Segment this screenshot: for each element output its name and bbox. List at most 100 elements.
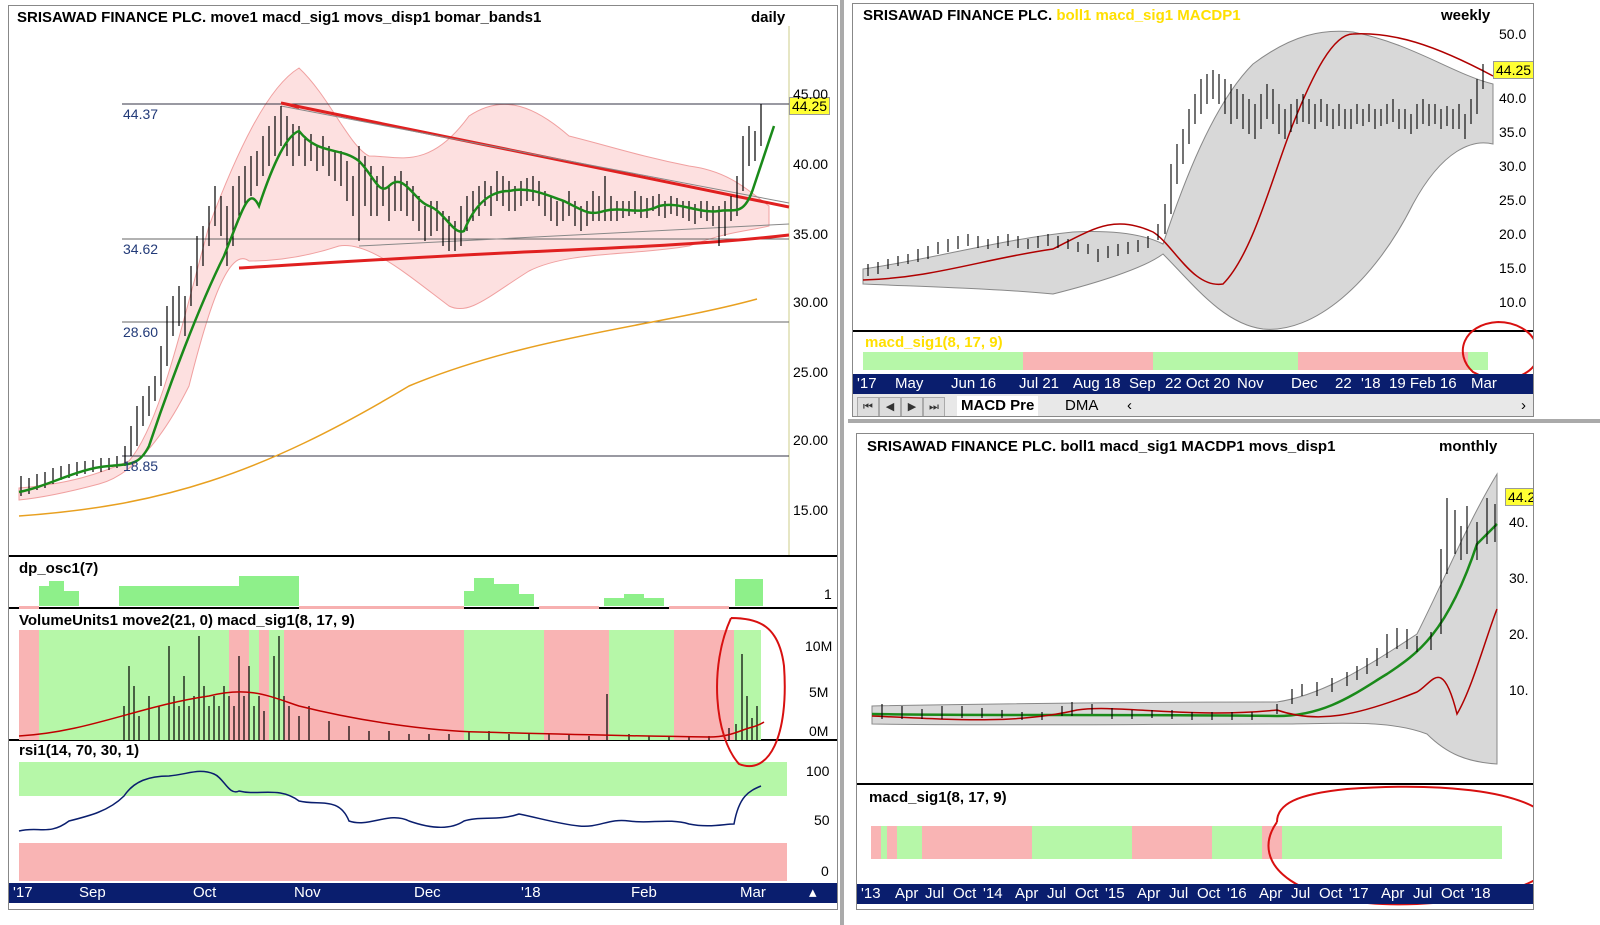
- osc-panel-label: dp_osc1(7): [19, 560, 99, 577]
- weekly-title-prefix: SRISAWAD FINANCE PLC.: [863, 7, 1053, 24]
- panel-divider-horizontal[interactable]: [848, 419, 1600, 423]
- date-label: Aug 18: [1073, 375, 1121, 392]
- date-label: Jul: [1169, 885, 1189, 902]
- date-label: Jul: [1291, 885, 1311, 902]
- daily-timeframe-label: daily: [751, 9, 786, 26]
- level-label: 18.85: [123, 458, 159, 474]
- monthly-date-axis[interactable]: '13 Apr Jul Oct '14 Apr Jul Oct '15 Apr …: [857, 884, 1533, 904]
- date-label: Dec: [1291, 375, 1318, 392]
- monthly-ytick: 40.: [1509, 514, 1529, 530]
- prev-page-icon[interactable]: ◀: [879, 397, 901, 416]
- date-label: May: [895, 375, 924, 392]
- weekly-title-indicators: boll1 macd_sig1 MACDP1: [1056, 7, 1241, 24]
- weekly-ytick: 50.0: [1499, 26, 1527, 42]
- date-label: Mar: [1471, 375, 1497, 392]
- weekly-date-axis[interactable]: '17 May Jun 16 Jul 21 Aug 18 Sep 22 Oct …: [853, 374, 1533, 394]
- monthly-timeframe-label: monthly: [1439, 438, 1498, 455]
- monthly-ytick: 20.: [1509, 626, 1529, 642]
- weekly-ytick: 35.0: [1499, 124, 1527, 140]
- scroll-left-icon[interactable]: ‹: [1127, 397, 1132, 414]
- daily-ytick: 45.00: [793, 86, 829, 102]
- level-label: 34.62: [123, 241, 159, 257]
- volume-panel-label: VolumeUnits1 move2(21, 0) macd_sig1(8, 1…: [19, 612, 355, 629]
- volume-tick: 10M: [805, 638, 833, 654]
- date-label: '13: [861, 885, 881, 902]
- date-label: Jul: [1413, 885, 1433, 902]
- date-label: '17: [857, 375, 877, 392]
- monthly-ytick: 10.: [1509, 682, 1529, 698]
- daily-chart-title: SRISAWAD FINANCE PLC. move1 macd_sig1 mo…: [17, 9, 542, 26]
- weekly-chart-panel[interactable]: SRISAWAD FINANCE PLC. boll1 macd_sig1 MA…: [852, 3, 1534, 417]
- date-label: Oct: [193, 884, 217, 901]
- daily-chart-canvas[interactable]: [9, 6, 837, 909]
- date-label: '18: [1361, 375, 1381, 392]
- weekly-ytick: 15.0: [1499, 260, 1527, 276]
- date-label: Sep: [79, 884, 106, 901]
- rsi-tick: 50: [814, 812, 830, 828]
- daily-ytick: 40.00: [793, 156, 829, 172]
- date-label: Oct: [1075, 885, 1099, 902]
- date-label: Jul: [1047, 885, 1067, 902]
- date-label: Sep: [1129, 375, 1156, 392]
- osc-value: 1: [824, 586, 832, 602]
- monthly-price-tag: 44.2: [1505, 488, 1533, 506]
- daily-chart-panel[interactable]: SRISAWAD FINANCE PLC. move1 macd_sig1 mo…: [8, 5, 838, 910]
- monthly-ytick: 30.: [1509, 570, 1529, 586]
- date-label: Apr: [1381, 885, 1405, 902]
- date-label: 22: [1335, 375, 1352, 392]
- monthly-chart-title: SRISAWAD FINANCE PLC. boll1 macd_sig1 MA…: [867, 438, 1336, 455]
- date-label: Oct: [1319, 885, 1343, 902]
- date-label: '16: [1227, 885, 1247, 902]
- date-label: Oct: [953, 885, 977, 902]
- monthly-macd-label: macd_sig1(8, 17, 9): [869, 789, 1007, 806]
- tab-macd-pre[interactable]: MACD Pre: [957, 396, 1039, 416]
- date-label: Mar: [740, 884, 766, 901]
- date-label: '17: [13, 884, 33, 901]
- date-label: Apr: [1015, 885, 1039, 902]
- daily-date-axis[interactable]: '17 Sep Oct Nov Dec '18 Feb Mar ▴: [9, 883, 837, 903]
- date-label: Apr: [895, 885, 919, 902]
- monthly-chart-canvas[interactable]: [857, 434, 1533, 909]
- date-label: Apr: [1259, 885, 1283, 902]
- weekly-ytick: 40.0: [1499, 90, 1527, 106]
- monthly-chart-panel[interactable]: SRISAWAD FINANCE PLC. boll1 macd_sig1 MA…: [856, 433, 1534, 910]
- daily-price-tag: 44.25: [789, 97, 831, 115]
- date-label: '14: [983, 885, 1003, 902]
- volume-tick: 0M: [809, 723, 829, 739]
- volume-tick: 5M: [809, 684, 829, 700]
- date-label: Jun 16: [951, 375, 997, 392]
- daily-ytick: 20.00: [793, 432, 829, 448]
- date-label: Dec: [414, 884, 441, 901]
- first-page-icon[interactable]: ⏮: [857, 397, 879, 416]
- date-label: '18: [521, 884, 541, 901]
- next-page-icon[interactable]: ▶: [901, 397, 923, 416]
- level-label: 28.60: [123, 324, 159, 340]
- weekly-ytick: 10.0: [1499, 294, 1527, 310]
- daily-ytick: 30.00: [793, 294, 829, 310]
- weekly-price-tag: 44.25: [1493, 61, 1533, 79]
- date-label: Nov: [294, 884, 321, 901]
- daily-ytick: 15.00: [793, 502, 829, 518]
- weekly-chart-canvas[interactable]: [853, 4, 1533, 416]
- date-label: 22 Oct 20: [1165, 375, 1231, 392]
- last-page-icon[interactable]: ⏭: [923, 397, 945, 416]
- date-label: Oct: [1441, 885, 1465, 902]
- scroll-right-icon[interactable]: ›: [1521, 397, 1526, 414]
- date-label: '15: [1105, 885, 1125, 902]
- weekly-macd-label: macd_sig1(8, 17, 9): [865, 334, 1003, 351]
- scroll-arrow-icon[interactable]: ▴: [809, 884, 817, 901]
- date-label: Oct: [1197, 885, 1221, 902]
- daily-ytick: 35.00: [793, 226, 829, 242]
- panel-divider-vertical[interactable]: [840, 0, 844, 925]
- rsi-panel-label: rsi1(14, 70, 30, 1): [19, 742, 140, 759]
- weekly-timeframe-label: weekly: [1441, 7, 1491, 24]
- date-label: Apr: [1137, 885, 1161, 902]
- date-label: Feb: [631, 884, 657, 901]
- date-label: '17: [1349, 885, 1369, 902]
- level-label: 44.37: [123, 106, 159, 122]
- date-label: 19 Feb 16: [1389, 375, 1457, 392]
- tab-dma[interactable]: DMA: [1065, 397, 1099, 414]
- weekly-ytick: 20.0: [1499, 226, 1527, 242]
- rsi-tick: 0: [821, 863, 829, 879]
- weekly-chart-title: SRISAWAD FINANCE PLC. boll1 macd_sig1 MA…: [863, 7, 1241, 24]
